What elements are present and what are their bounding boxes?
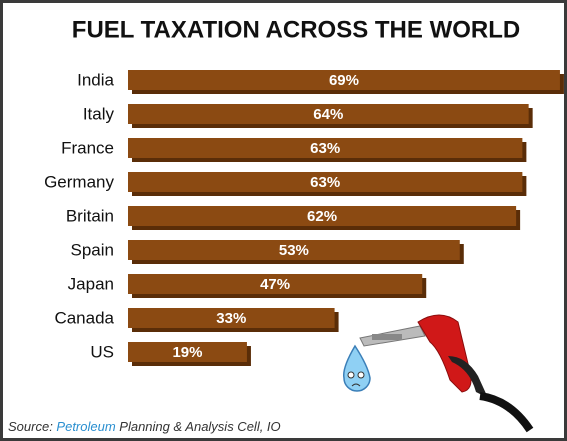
category-label: Germany bbox=[44, 172, 114, 191]
category-label: India bbox=[77, 70, 114, 89]
source-note: Source: Petroleum Planning & Analysis Ce… bbox=[8, 419, 281, 434]
value-label: 53% bbox=[279, 242, 309, 259]
category-label: Canada bbox=[54, 308, 114, 327]
bar bbox=[128, 138, 523, 158]
chart-title: FUEL TAXATION ACROSS THE WORLD bbox=[72, 16, 520, 43]
value-label: 63% bbox=[310, 140, 340, 157]
value-label: 47% bbox=[260, 276, 290, 293]
category-label: France bbox=[61, 138, 114, 157]
category-label: Japan bbox=[68, 274, 114, 293]
value-label: 19% bbox=[172, 344, 202, 361]
bar bbox=[128, 342, 247, 362]
category-label: Italy bbox=[83, 104, 115, 123]
value-label: 64% bbox=[313, 106, 343, 123]
droplet bbox=[342, 344, 371, 392]
bar bbox=[128, 172, 523, 192]
fuel-nozzle bbox=[359, 314, 534, 433]
bar bbox=[128, 240, 460, 260]
category-label: Britain bbox=[66, 206, 114, 225]
source-prefix: Source: bbox=[8, 419, 56, 434]
source-rest: Planning & Analysis Cell, IO bbox=[116, 419, 281, 434]
bar bbox=[128, 70, 560, 90]
value-label: 69% bbox=[329, 72, 359, 89]
bar bbox=[128, 104, 529, 124]
category-label: Spain bbox=[71, 240, 114, 259]
bar bbox=[128, 206, 517, 226]
bar bbox=[128, 308, 335, 328]
bar bbox=[128, 274, 423, 294]
value-label: 33% bbox=[216, 310, 246, 327]
source-highlight: Petroleum bbox=[56, 419, 115, 434]
category-label: US bbox=[90, 342, 114, 361]
value-label: 62% bbox=[307, 208, 337, 225]
value-label: 63% bbox=[310, 174, 340, 191]
